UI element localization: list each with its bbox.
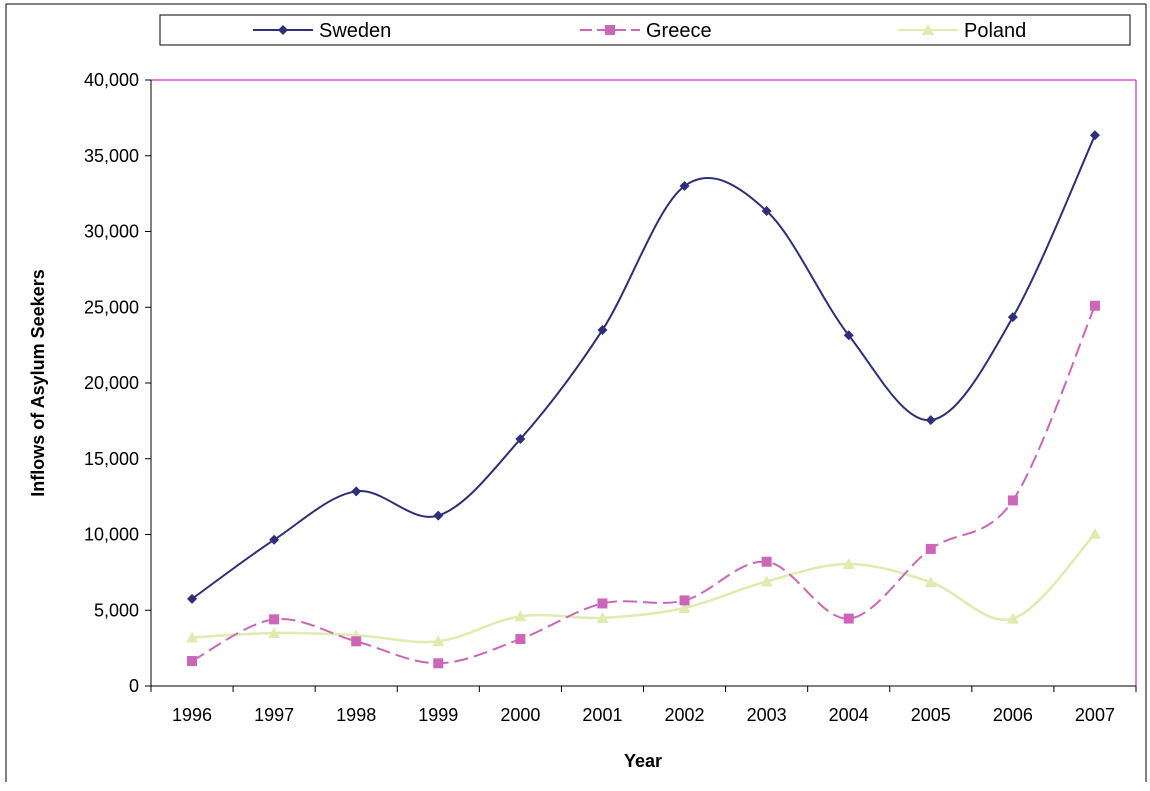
series-poland (186, 527, 1101, 647)
series-sweden (187, 130, 1100, 604)
x-tick-label: 2003 (747, 705, 787, 725)
data-point-poland (842, 558, 855, 570)
data-point-greece (515, 634, 526, 645)
data-point-poland (760, 575, 773, 587)
y-axis-ticks: 0 5,000 10,000 15,000 20,000 25,000 30,000 35,0… (84, 70, 151, 696)
data-point-sweden (351, 486, 362, 497)
y-tick-label: 35,000 (84, 146, 139, 166)
legend-marker-sweden (278, 25, 288, 35)
x-tick-label: 2005 (911, 705, 951, 725)
data-point-sweden (515, 434, 526, 445)
y-tick-label: 15,000 (84, 449, 139, 469)
data-point-sweden (1089, 130, 1100, 141)
data-point-greece (351, 636, 362, 647)
x-tick-label: 1997 (254, 705, 294, 725)
data-point-sweden (925, 415, 936, 426)
legend-item-sweden: Sweden (253, 20, 391, 42)
x-axis-ticks: 1996 1997 1998 1999 2000 2001 2002 2003 2004 2005… (150, 686, 1137, 725)
legend-label-greece: Greece (646, 20, 712, 42)
data-point-poland (924, 576, 937, 588)
series-line-sweden (191, 134, 1096, 600)
series-layer (186, 130, 1101, 669)
y-tick-label: 30,000 (84, 222, 139, 242)
data-point-poland (1088, 527, 1101, 539)
data-point-greece (597, 598, 608, 609)
data-point-poland (432, 635, 445, 647)
y-tick-label: 40,000 (84, 70, 139, 90)
data-point-sweden (597, 324, 608, 335)
data-point-poland (1006, 612, 1019, 624)
data-point-greece (761, 556, 772, 567)
data-point-poland (596, 611, 609, 623)
x-tick-label: 2000 (500, 705, 540, 725)
y-tick-label: 0 (129, 676, 139, 696)
x-tick-label: 2006 (993, 705, 1033, 725)
data-point-greece (925, 543, 936, 554)
data-point-greece (269, 614, 280, 625)
series-line-poland (191, 532, 1096, 644)
legend: Sweden Greece Poland (159, 14, 1131, 46)
y-tick-label: 10,000 (84, 525, 139, 545)
x-axis-title: Year (624, 751, 662, 771)
x-tick-label: 1999 (418, 705, 458, 725)
data-point-greece (187, 656, 198, 667)
x-tick-label: 1998 (336, 705, 376, 725)
data-point-poland (268, 626, 281, 638)
data-point-sweden (433, 510, 444, 521)
legend-label-sweden: Sweden (319, 20, 391, 42)
data-point-sweden (843, 330, 854, 341)
x-tick-label: 2001 (582, 705, 622, 725)
data-point-greece (1089, 300, 1100, 311)
data-point-sweden (187, 593, 198, 604)
y-tick-label: 5,000 (94, 600, 139, 620)
data-point-sweden (761, 206, 772, 217)
series-greece (187, 300, 1100, 669)
data-point-sweden (679, 181, 690, 192)
y-tick-label: 20,000 (84, 373, 139, 393)
x-tick-label: 2004 (829, 705, 869, 725)
legend-item-poland: Poland (898, 20, 1026, 42)
series-line-greece (191, 305, 1096, 665)
y-axis-title: Inflows of Asylum Seekers (28, 269, 48, 496)
x-tick-label: 2002 (665, 705, 705, 725)
y-tick-label: 25,000 (84, 297, 139, 317)
data-point-poland (186, 631, 199, 643)
data-point-greece (679, 595, 690, 606)
plot-area (150, 79, 1137, 687)
data-point-sweden (269, 534, 280, 545)
legend-marker-poland (922, 24, 934, 35)
data-point-greece (433, 658, 444, 669)
data-point-sweden (1007, 312, 1018, 323)
data-point-greece (1007, 495, 1018, 506)
x-tick-label: 1996 (172, 705, 212, 725)
data-point-poland (678, 601, 691, 613)
legend-marker-greece (605, 25, 615, 35)
data-point-greece (843, 613, 854, 624)
data-point-poland (514, 610, 527, 622)
legend-box (159, 14, 1131, 46)
x-tick-label: 2007 (1075, 705, 1115, 725)
legend-label-poland: Poland (964, 20, 1026, 42)
legend-item-greece: Greece (580, 20, 712, 42)
